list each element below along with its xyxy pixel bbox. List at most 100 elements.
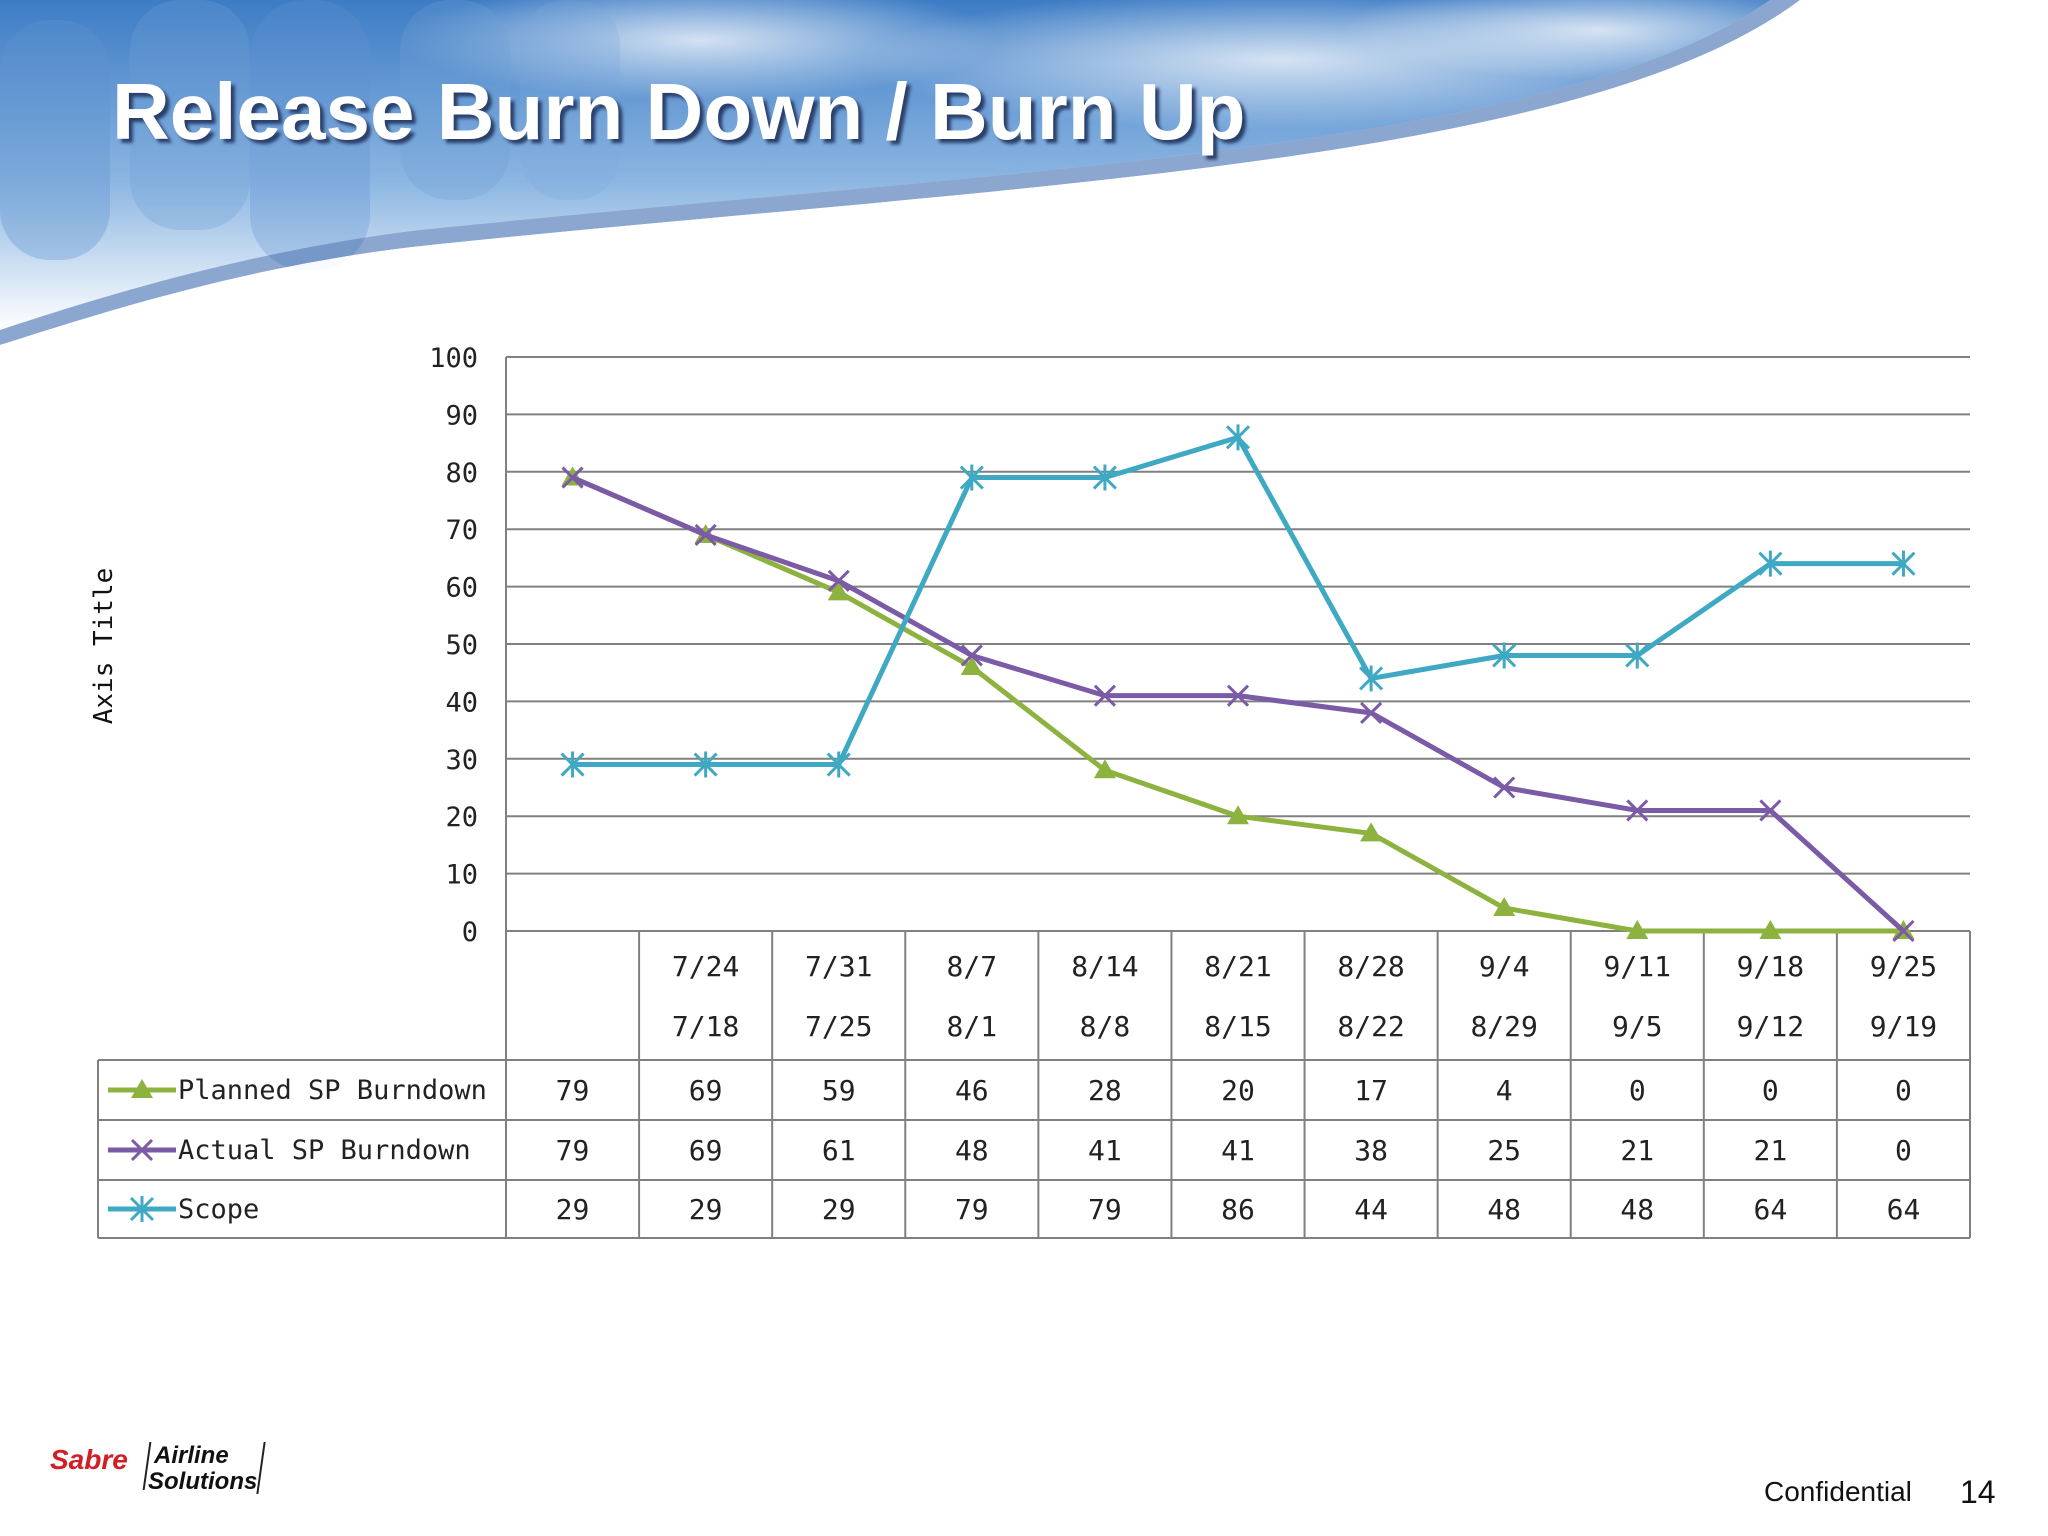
table-cell-value: 29 — [822, 1193, 856, 1226]
x-tick-label: 9/5 — [1612, 1010, 1663, 1043]
x-tick-label: 8/29 — [1470, 1010, 1537, 1043]
data-point — [1493, 897, 1516, 917]
table-cell-value: 48 — [1620, 1193, 1654, 1226]
data-point — [960, 644, 983, 667]
table-cell-value: 61 — [822, 1134, 856, 1167]
data-point — [1625, 642, 1650, 669]
x-tick-label: 8/14 — [1071, 950, 1138, 983]
table-cell-value: 44 — [1354, 1193, 1388, 1226]
logo-brand: Sabre — [50, 1444, 128, 1475]
data-point — [959, 464, 984, 491]
y-tick-label: 90 — [445, 400, 478, 431]
data-point — [827, 581, 850, 601]
data-point — [1359, 665, 1384, 692]
table-cell-value: 4 — [1496, 1074, 1513, 1107]
data-point — [1227, 805, 1249, 825]
data-point — [826, 751, 851, 778]
x-tick-label: 8/22 — [1337, 1010, 1404, 1043]
x-tick-label: 8/7 — [947, 950, 998, 983]
y-tick-label: 60 — [445, 573, 478, 604]
logo-line1: Airline — [154, 1442, 229, 1469]
x-tick-label: 9/12 — [1737, 1010, 1804, 1043]
table-cell-value: 69 — [689, 1074, 723, 1107]
y-axis-title: Axis Title — [89, 568, 119, 725]
data-point — [693, 751, 718, 778]
x-tick-label: 8/1 — [947, 1010, 998, 1043]
x-tick-label: 7/18 — [672, 1010, 739, 1043]
y-tick-label: 0 — [462, 917, 478, 948]
table-cell-value: 41 — [1088, 1134, 1122, 1167]
data-point — [1093, 759, 1116, 779]
logo-divider-end — [256, 1442, 266, 1494]
table-cell-value: 28 — [1088, 1074, 1122, 1107]
series-line — [571, 475, 1904, 934]
table-cell-value: 69 — [689, 1134, 723, 1167]
table-cell-value: 29 — [556, 1193, 590, 1226]
table-cell-value: 41 — [1221, 1134, 1255, 1167]
table-cell-value: 0 — [1762, 1074, 1779, 1107]
table-cell-value: 59 — [822, 1074, 856, 1107]
data-point — [1891, 550, 1916, 577]
table-cell-value: 79 — [955, 1193, 989, 1226]
table-cell-value: 29 — [689, 1193, 723, 1226]
legend-marker — [131, 1079, 153, 1098]
table-cell-value: 48 — [1487, 1193, 1521, 1226]
x-tick-label: 9/18 — [1737, 950, 1804, 983]
x-tick-label: 8/28 — [1337, 950, 1404, 983]
data-point — [1093, 684, 1116, 707]
x-tick-label: 9/25 — [1870, 950, 1937, 983]
legend-marker — [129, 1196, 155, 1222]
data-point — [1493, 776, 1516, 799]
x-tick-label: 7/31 — [805, 950, 872, 983]
data-point — [694, 523, 717, 547]
y-tick-label: 80 — [445, 458, 478, 489]
sky-background — [0, 0, 1900, 400]
sabre-logo: Sabre Airline Solutions — [50, 1440, 290, 1520]
footer-confidential: Confidential — [1764, 1476, 1912, 1507]
data-point — [561, 466, 584, 489]
x-tick-label: 8/8 — [1080, 1010, 1131, 1043]
x-tick-label: 7/24 — [672, 950, 739, 983]
data-point — [1226, 684, 1250, 707]
data-point — [1626, 799, 1649, 822]
legend-marker — [130, 1138, 154, 1162]
table-cell-value: 17 — [1354, 1074, 1388, 1107]
table-cell-value: 21 — [1620, 1134, 1654, 1167]
data-point — [1492, 642, 1517, 669]
data-point — [1360, 822, 1383, 842]
y-tick-label: 30 — [445, 745, 478, 776]
y-tick-label: 50 — [445, 630, 478, 661]
table-cell-value: 79 — [1088, 1193, 1122, 1226]
table-cell-value: 79 — [556, 1134, 590, 1167]
table-cell-value: 25 — [1487, 1134, 1521, 1167]
logo-line2: Solutions — [148, 1468, 258, 1495]
data-point — [960, 655, 983, 675]
table-cell-value: 20 — [1221, 1074, 1255, 1107]
data-point — [1759, 920, 1782, 939]
legend-label: Actual SP Burndown — [178, 1135, 471, 1166]
table-cell-value: 64 — [1754, 1193, 1788, 1226]
table-cell-value: 79 — [556, 1074, 590, 1107]
x-tick-label: 9/4 — [1479, 950, 1530, 983]
x-tick-label: 9/19 — [1870, 1010, 1937, 1043]
data-point — [1626, 920, 1649, 939]
table-cell-value: 38 — [1354, 1134, 1388, 1167]
page-number: 14 — [1960, 1474, 1996, 1510]
y-tick-label: 70 — [445, 515, 478, 546]
legend-label: Scope — [178, 1194, 259, 1225]
series-line — [571, 475, 1906, 933]
table-cell-value: 21 — [1754, 1134, 1788, 1167]
slide-title: Release Burn Down / Burn Up — [112, 67, 1246, 156]
data-point — [827, 569, 850, 592]
data-point — [1092, 464, 1117, 491]
data-point — [560, 751, 585, 778]
y-tick-label: 20 — [445, 802, 478, 833]
table-cell-value: 86 — [1221, 1193, 1255, 1226]
x-tick-label: 7/25 — [805, 1010, 872, 1043]
data-point — [1892, 919, 1915, 943]
table-cell-value: 64 — [1887, 1193, 1921, 1226]
table-cell-value: 0 — [1629, 1074, 1646, 1107]
table-cell-value: 46 — [955, 1074, 989, 1107]
x-tick-label: 9/11 — [1604, 950, 1671, 983]
